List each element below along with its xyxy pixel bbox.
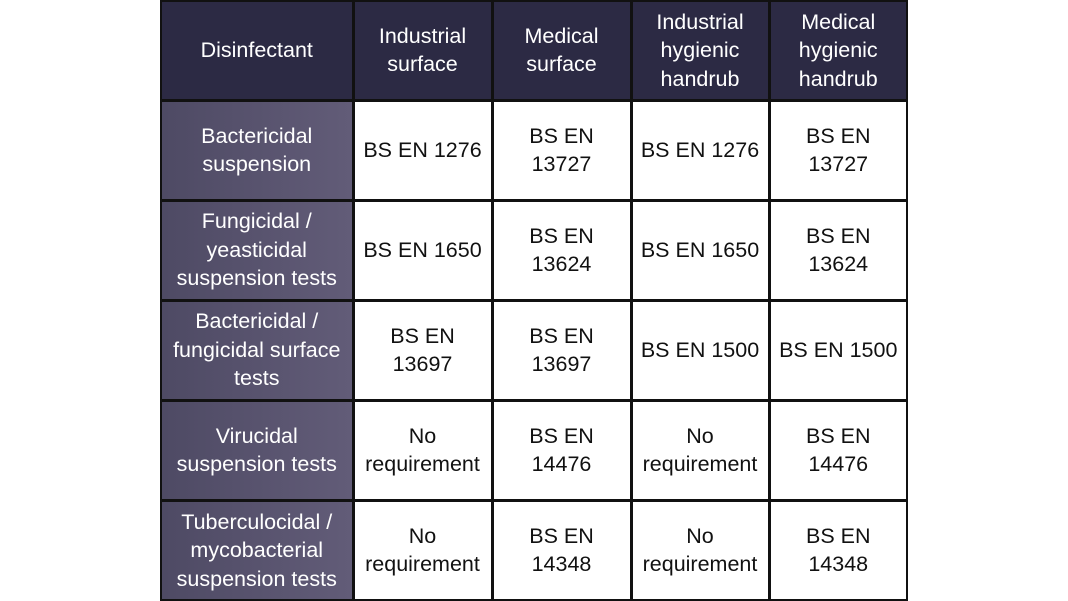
cell-text: suspension tests xyxy=(176,452,337,476)
cell-text: No xyxy=(408,523,437,548)
table-cell: Tuberculocidal / mycobacterial suspension … xyxy=(162,501,352,599)
cell-text: mycobacterial xyxy=(190,538,324,562)
cell-text: 14348 xyxy=(531,552,592,577)
table-cell: Medical surface xyxy=(493,2,630,99)
table-cell: BS EN 13624 xyxy=(770,201,906,299)
cell-text: Bactericidal / xyxy=(195,309,319,334)
table-cell: BS EN 14348 xyxy=(770,501,906,599)
cell-text: tests xyxy=(234,366,280,391)
cell-text: hygienic xyxy=(660,38,740,62)
cell-text: hygienic xyxy=(798,38,878,62)
table-cell: BS EN 14476 xyxy=(770,401,906,499)
cell-text: Industrial xyxy=(378,23,467,48)
cell-text: suspension tests xyxy=(176,566,337,591)
cell-text: 13624 xyxy=(531,252,592,276)
cell-text: yeasticidal xyxy=(206,237,307,262)
cell-text: BS EN xyxy=(805,123,871,148)
cell-text: BS EN xyxy=(529,323,594,348)
cell-text: BS EN xyxy=(529,523,594,548)
table-cell: BS EN 1276 xyxy=(632,101,768,199)
cell-text: requirement xyxy=(365,452,480,476)
cell-text: 13727 xyxy=(808,152,869,176)
cell-text: requirement xyxy=(365,552,480,577)
table-cell: BS EN 1500 xyxy=(632,301,768,399)
cell-text: BS EN xyxy=(529,123,594,148)
cell-text: surface xyxy=(387,52,458,77)
cell-text: BS EN xyxy=(805,423,871,448)
cell-text: handrub xyxy=(660,66,740,91)
cell-text: Fungicidal / xyxy=(201,209,312,234)
cell-text: requirement xyxy=(642,552,758,577)
cell-text: fungicidal surface xyxy=(173,337,341,362)
table-cell: No requirement xyxy=(354,401,491,499)
table-cell: No requirement xyxy=(354,501,491,599)
table-cell: BS EN 1650 xyxy=(632,201,768,299)
table-cell: BS EN 1650 xyxy=(354,201,491,299)
cell-text: BS EN 1276 xyxy=(640,137,760,162)
table: Disinfectant Industrial surface Medical surf… xyxy=(160,0,908,601)
table-cell: BS EN 13697 xyxy=(354,301,491,399)
cell-text: Medical xyxy=(801,9,876,34)
table-cell: Industrial surface xyxy=(354,2,491,99)
cell-text: BS EN 1276 xyxy=(363,137,482,162)
cell-text: 13697 xyxy=(392,352,453,376)
cell-text: 14476 xyxy=(531,452,592,476)
cell-text: Medical xyxy=(524,23,599,48)
table-cell: BS EN 14476 xyxy=(493,401,630,499)
cell-text: BS EN 1500 xyxy=(640,337,760,362)
cell-text: BS EN xyxy=(390,323,455,348)
cell-text: surface xyxy=(526,52,597,77)
cell-text: 13624 xyxy=(808,252,869,276)
cell-text: BS EN xyxy=(529,223,594,248)
cell-text: Disinfectant xyxy=(200,38,313,62)
table-cell: BS EN 14348 xyxy=(493,501,630,599)
table-cell: Bactericidal / fungicidal surface tests xyxy=(162,301,352,399)
cell-text: No xyxy=(686,423,714,448)
cell-text: BS EN xyxy=(529,423,594,448)
cell-text: requirement xyxy=(642,452,758,476)
table-cell: Bactericidal suspension xyxy=(162,101,352,199)
cell-text: BS EN xyxy=(805,523,871,548)
table-cell: Virucidal suspension tests xyxy=(162,401,352,499)
cell-text: BS EN xyxy=(805,223,871,248)
cell-text: Virucidal xyxy=(215,423,298,448)
table-cell: Disinfectant xyxy=(162,2,352,99)
table-cell: BS EN 13624 xyxy=(493,201,630,299)
cell-text: 14476 xyxy=(808,452,869,476)
table-cell: Industrial hygienic handrub xyxy=(632,2,768,99)
cell-text: 13727 xyxy=(531,152,592,176)
cell-text: suspension tests xyxy=(176,266,337,291)
table-cell: BS EN 1276 xyxy=(354,101,491,199)
cell-text: 14348 xyxy=(808,552,869,577)
cell-text: No xyxy=(408,423,437,448)
table-cell: BS EN 1500 xyxy=(770,301,906,399)
cell-text: suspension xyxy=(202,152,312,176)
cell-text: handrub xyxy=(798,66,878,91)
table-cell: Fungicidal / yeasticidal suspension tests xyxy=(162,201,352,299)
cell-text: Bactericidal xyxy=(201,123,313,148)
table-cell: No requirement xyxy=(632,401,768,499)
cell-text: BS EN 1650 xyxy=(363,237,482,262)
table-cell: BS EN 13727 xyxy=(493,101,630,199)
table-cell: BS EN 13727 xyxy=(770,101,906,199)
cell-text: BS EN 1650 xyxy=(640,237,760,262)
cell-text: No xyxy=(686,523,714,548)
cell-text: 13697 xyxy=(531,352,592,376)
cell-text: Industrial xyxy=(656,9,744,34)
cell-text: Tuberculocidal / xyxy=(181,509,333,534)
table-cell: Medical hygienic handrub xyxy=(770,2,906,99)
table-cell: BS EN 13697 xyxy=(493,301,630,399)
cell-text: BS EN 1500 xyxy=(779,337,898,362)
table-cell: No requirement xyxy=(632,501,768,599)
